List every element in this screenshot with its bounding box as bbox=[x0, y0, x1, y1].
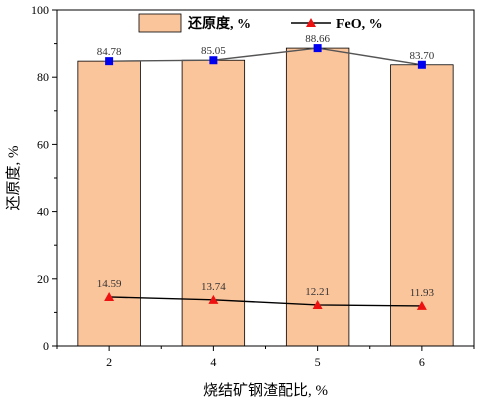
feo-marker-4 bbox=[208, 294, 219, 304]
reduction-marker-6 bbox=[417, 60, 426, 69]
x-tick-label-6: 6 bbox=[419, 355, 425, 369]
legend: 还原度, % FeO, % bbox=[138, 13, 383, 33]
feo-label-4: 13.74 bbox=[201, 281, 226, 293]
y-tick-label-40: 40 bbox=[37, 205, 49, 219]
reduction-label-2: 84.78 bbox=[97, 46, 122, 58]
x-tick-label-4: 4 bbox=[210, 355, 216, 369]
reduction-label-6: 83.70 bbox=[410, 50, 435, 62]
feo-label-2: 14.59 bbox=[97, 278, 122, 290]
y-tick-label-20: 20 bbox=[37, 272, 49, 286]
reduction-label-4: 85.05 bbox=[201, 45, 226, 57]
x-tick-label-2: 2 bbox=[106, 355, 112, 369]
y-tick-label-0: 0 bbox=[43, 339, 49, 353]
feo-marker-5 bbox=[312, 299, 323, 309]
bars-layer bbox=[77, 47, 454, 347]
axes-layer: 0 20 40 60 80 100 2 4 5 6 bbox=[31, 3, 475, 369]
legend-label-feo: FeO, % bbox=[336, 17, 383, 32]
reduction-line bbox=[109, 47, 422, 66]
bar-5 bbox=[285, 47, 350, 347]
feo-label-6: 11.93 bbox=[410, 287, 435, 299]
reduction-marker-4 bbox=[209, 56, 218, 65]
reduction-label-5: 88.66 bbox=[305, 33, 330, 45]
feo-marker-6 bbox=[416, 300, 427, 310]
feo-marker-2 bbox=[104, 291, 115, 301]
legend-swatch-reduction bbox=[138, 13, 182, 33]
y-tick-label-80: 80 bbox=[37, 70, 49, 84]
x-axis-title: 烧结矿钢渣配比, % bbox=[203, 382, 328, 399]
y-tick-label-60: 60 bbox=[37, 137, 49, 151]
feo-label-5: 12.21 bbox=[305, 286, 330, 298]
legend-label-reduction: 还原度, % bbox=[187, 15, 251, 32]
bar-2 bbox=[77, 60, 141, 347]
y-axis-title: 还原度, % bbox=[5, 146, 22, 211]
reduction-marker-2 bbox=[105, 57, 114, 66]
y-tick-label-100: 100 bbox=[31, 3, 49, 17]
reduction-marker-5 bbox=[313, 44, 322, 53]
x-tick-label-5: 5 bbox=[315, 355, 321, 369]
data-labels-layer: 84.78 85.05 88.66 83.70 14.59 13.74 12.21 11.93 bbox=[97, 33, 435, 299]
legend-marker-feo bbox=[306, 18, 316, 27]
lines-layer bbox=[104, 44, 427, 310]
feo-line bbox=[109, 296, 422, 307]
